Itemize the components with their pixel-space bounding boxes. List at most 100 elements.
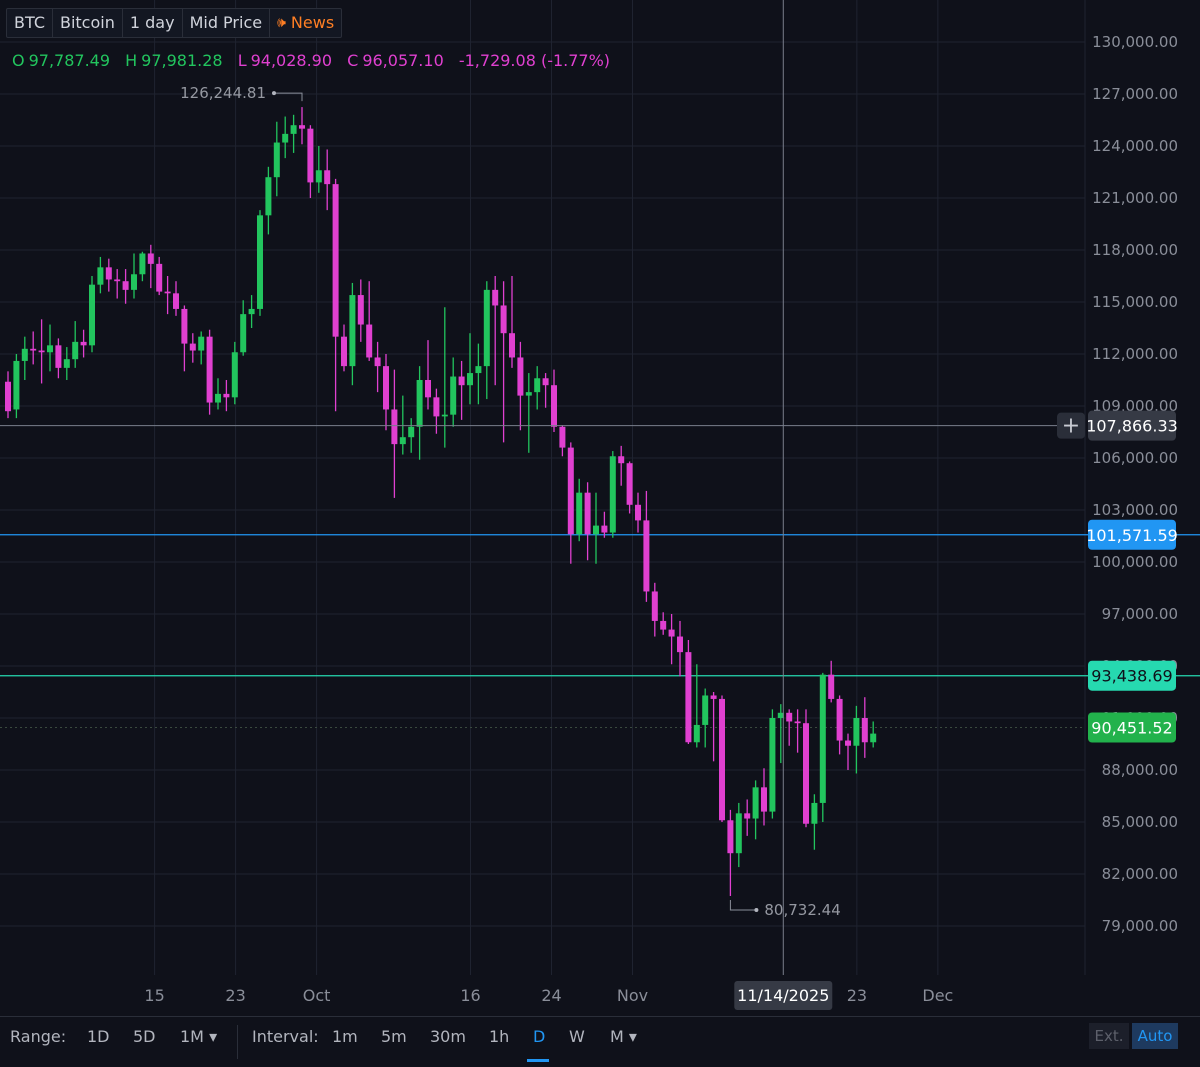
date-tick-label: Nov [617,986,648,1005]
candle-body [744,813,751,819]
crosshair-price-tag: 107,866.33 [1086,417,1178,436]
candle-body [509,333,515,358]
interval-30m-button[interactable]: 30m [430,1027,466,1046]
date-tick-label: 23 [847,986,867,1005]
candle-body [374,357,381,367]
teal-line-price-tag-bg [1088,660,1176,691]
candle-body [139,253,146,275]
candle-body [710,695,717,699]
candle-body [567,447,574,535]
candle-body [399,437,406,445]
candle-body [290,125,297,134]
interval-label-bottom: Interval: [252,1027,319,1046]
range-5d-button[interactable]: 5D [133,1027,156,1046]
candle-body [383,366,389,410]
price-tick-label: 79,000.00 [1102,917,1178,935]
price-tick-label: 109,000.00 [1092,397,1178,415]
candle-body [21,348,28,361]
candle-body [677,636,683,653]
interval-label[interactable]: 1 day [123,9,183,37]
candle-body [47,345,53,353]
selected-interval-indicator [527,1059,549,1062]
add-alert-button [1057,412,1085,439]
price-axis[interactable]: 130,000.00 127,000.00 124,000.00 121,000.00… [1092,33,1178,935]
candle-body [307,128,314,183]
candle-body [643,520,650,592]
candle-body [223,393,230,398]
price-tick-label: 106,000.00 [1092,449,1178,467]
symbol-toolbar: BTC Bitcoin 1 day Mid Price 🕪 News [6,8,343,38]
price-tick-label: 82,000.00 [1102,865,1178,883]
date-tick-label: 16 [460,986,480,1005]
candle-body [777,712,784,718]
blue-line-price-tag: 101,571.59 [1086,526,1178,545]
interval-1h-button[interactable]: 1h [489,1027,510,1046]
candle-body [72,341,79,360]
news-button[interactable]: 🕪 News [270,9,341,37]
interval-1m-button[interactable]: 1m [332,1027,358,1046]
high-value: 97,981.28 [141,51,223,70]
candle-body [786,712,793,722]
candle-body [828,674,835,699]
candle-body [584,492,591,535]
price-type-label[interactable]: Mid Price [183,9,271,37]
extreme-annotations: 126,244.81 80,732.44 [180,84,841,919]
candle-body [164,291,171,294]
candle-body [30,348,37,351]
price-tick-label: 100,000.00 [1092,553,1178,571]
interval-w-button[interactable]: W [569,1027,585,1046]
close-value: 96,057.10 [362,51,444,70]
candle-body [206,336,213,403]
candle-body [500,305,507,334]
change-value: -1,729.08 (-1.77%) [458,51,611,70]
symbol-ticker[interactable]: BTC [7,9,53,37]
candle-body [189,343,196,351]
blue-line-price-tag-bg [1088,519,1176,550]
candle-body [425,380,431,398]
candle-body [609,456,616,533]
candle-body [97,267,104,285]
price-tick-label: 118,000.00 [1092,241,1178,259]
candle-body [332,184,339,337]
interval-m-dropdown[interactable]: M ▾ [610,1027,637,1046]
low-value: 94,028.90 [250,51,333,70]
ext-hours-toggle[interactable]: Ext. [1089,1023,1129,1049]
candles [5,107,877,896]
price-tick-label: 127,000.00 [1092,85,1178,103]
date-tick-label: Dec [922,986,953,1005]
candle-body [240,314,247,353]
open-value: 97,787.49 [28,51,111,70]
symbol-name[interactable]: Bitcoin [53,9,123,37]
candle-body [517,357,524,396]
candle-body [803,723,809,824]
candle-body [181,308,188,344]
time-axis[interactable]: 15 23 Oct 16 24 Nov 23 Dec [144,986,953,1005]
interval-d-button[interactable]: D [533,1027,546,1046]
chart-grid [0,0,1086,975]
price-tick-label: 103,000.00 [1092,501,1178,519]
candle-body [198,336,205,351]
last-price-tag: 90,451.52 [1091,719,1172,738]
candle-body [492,289,499,306]
date-tick-label: Oct [303,986,331,1005]
interval-5m-button[interactable]: 5m [381,1027,407,1046]
candle-body [651,591,658,621]
candle-body [668,629,675,637]
candle-body [156,263,163,292]
open-label: O [12,51,25,70]
candle-body [559,426,566,448]
low-annotation-dot [754,907,759,912]
range-1m-dropdown[interactable]: 1M ▾ [180,1027,218,1046]
price-tick-label: 88,000.00 [1102,761,1178,779]
auto-scale-toggle[interactable]: Auto [1132,1023,1178,1049]
date-tick-label: 23 [225,986,245,1005]
price-lines [0,534,1200,729]
high-annotation-dot [272,91,276,96]
candle-body [752,787,759,819]
candle-body [467,373,473,386]
close-label: C [347,51,359,70]
bottom-toolbar: Range: 1D 5D 1M ▾ Interval: 1m 5m 30m 1h… [0,1016,1200,1067]
candle-body [601,525,608,533]
range-1d-button[interactable]: 1D [87,1027,110,1046]
